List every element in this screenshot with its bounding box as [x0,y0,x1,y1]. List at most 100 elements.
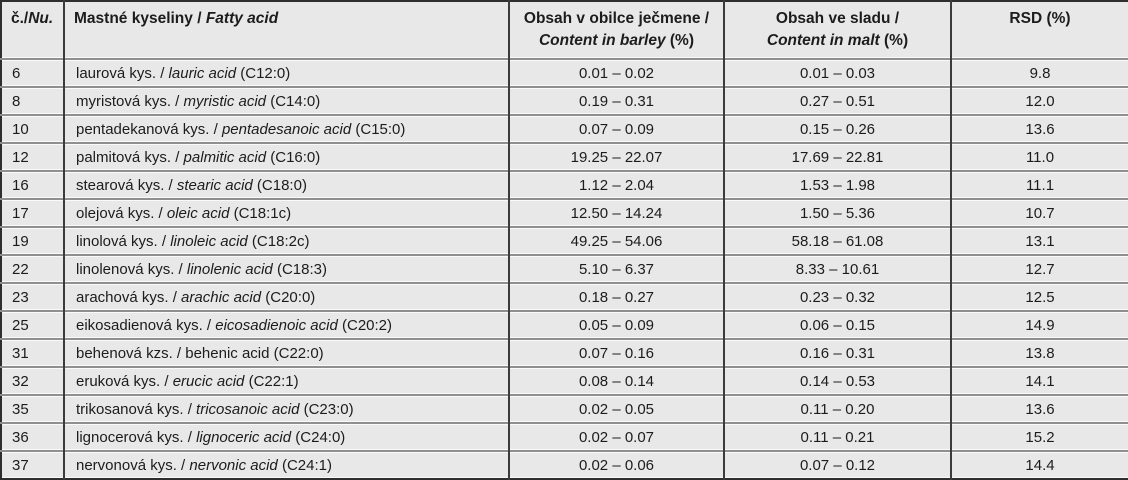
rsd-value: 12.5 [950,282,1128,311]
table-row: 25 eikosadienová kys. / eicosadienoic ac… [1,310,1128,339]
name-czech: stearová kys. / [76,176,177,194]
rsd-value: 11.0 [950,142,1128,171]
rsd-value: 15.2 [950,422,1128,451]
table-row: 23 arachová kys. / arachic acid (C20:0) … [1,282,1128,311]
name-english: tricosanoic acid [196,400,300,418]
table-row: 36 lignocerová kys. / lignoceric acid (C… [1,422,1128,451]
name-czech: lignocerová kys. / [76,428,197,446]
header-number-column: č./Nu. [1,1,64,59]
name-formula: (C24:0) [291,428,346,446]
barley-content-range: 0.07 – 0.09 [508,114,724,143]
name-english: myristic acid [183,92,267,110]
name-english: eicosadienoic acid [215,316,338,334]
name-formula: (C20:0) [261,288,316,306]
name-czech: laurová kys. / [76,64,169,82]
table-row: 22 linolenová kys. / linolenic acid (C18… [1,254,1128,283]
malt-content-range: 17.69 – 22.81 [723,142,951,171]
rsd-value: 13.1 [950,226,1128,255]
name-formula: (C20:2) [337,316,393,334]
header-rsd-column: RSD (%) [950,1,1128,59]
name-formula: (C22:0) [269,344,324,362]
header-malt-english: Content in malt (%) [766,32,909,49]
fatty-acid-name: eruková kys. / erucic acid (C22:1) [63,366,509,395]
barley-content-range: 0.01 – 0.02 [508,58,724,87]
name-formula: (C12:0) [236,64,291,82]
fatty-acid-name: myristová kys. / myristic acid (C14:0) [63,86,509,115]
header-barley-czech: Obsah v obilce ječmene / [523,10,710,27]
table-body: 6 laurová kys. / lauric acid (C12:0) 0.0… [1,58,1128,479]
table-row: 10 pentadekanová kys. / pentadesanoic ac… [1,114,1128,143]
fatty-acid-name: arachová kys. / arachic acid (C20:0) [63,282,509,311]
row-number: 10 [1,114,64,143]
fatty-acid-name: eikosadienová kys. / eicosadienoic acid … [63,310,509,339]
fatty-acid-name: pentadekanová kys. / pentadesanoic acid … [63,114,509,143]
name-formula: (C18:1c) [229,204,292,222]
malt-content-range: 8.33 – 10.61 [723,254,951,283]
malt-content-range: 0.15 – 0.26 [723,114,951,143]
row-number: 31 [1,338,64,367]
rsd-value: 14.9 [950,310,1128,339]
name-czech: linolenová kys. / [76,260,187,278]
malt-content-range: 58.18 – 61.08 [723,226,951,255]
name-czech: myristová kys. / [76,92,184,110]
name-formula: (C18:0) [252,176,307,194]
name-czech: eikosadienová kys. / [76,316,216,334]
name-english: erucic acid [172,372,245,390]
name-english: lignoceric acid [196,428,292,446]
table-row: 35 trikosanová kys. / tricosanoic acid (… [1,394,1128,423]
table-row: 32 eruková kys. / erucic acid (C22:1) 0.… [1,366,1128,395]
malt-content-range: 0.14 – 0.53 [723,366,951,395]
name-english: lauric acid [168,64,237,82]
fatty-acid-name: linolová kys. / linoleic acid (C18:2c) [63,226,509,255]
rsd-value: 12.7 [950,254,1128,283]
barley-content-range: 1.12 – 2.04 [508,170,724,199]
row-number: 37 [1,450,64,479]
table-row: 31 behenová kzs. / behenic acid (C22:0) … [1,338,1128,367]
name-english: linoleic acid [170,232,248,250]
malt-content-range: 0.11 – 0.21 [723,422,951,451]
barley-content-range: 0.05 – 0.09 [508,310,724,339]
header-malt-column: Obsah ve sladu / Content in malt (%) [723,1,951,59]
header-number-english: Nu. [28,10,54,27]
table-row: 12 palmitová kys. / palmitic acid (C16:0… [1,142,1128,171]
header-fatty-acid-column: Mastné kyseliny / Fatty acid [63,1,509,59]
name-czech: arachová kys. / [76,288,182,306]
name-formula: (C23:0) [299,400,354,418]
barley-content-range: 0.02 – 0.05 [508,394,724,423]
name-english: pentadesanoic acid [221,120,352,138]
header-barley-english: Content in barley (%) [538,32,695,49]
name-czech: palmitová kys. / [76,148,184,166]
name-formula: (C18:3) [272,260,327,278]
name-english: palmitic acid [183,148,267,166]
table-row: 8 myristová kys. / myristic acid (C14:0)… [1,86,1128,115]
name-formula: (C15:0) [351,120,406,138]
table-row: 19 linolová kys. / linoleic acid (C18:2c… [1,226,1128,255]
fatty-acid-name: behenová kzs. / behenic acid (C22:0) [63,338,509,367]
rsd-value: 11.1 [950,170,1128,199]
malt-content-range: 0.01 – 0.03 [723,58,951,87]
malt-content-range: 0.11 – 0.20 [723,394,951,423]
malt-content-range: 0.16 – 0.31 [723,338,951,367]
name-czech: linolová kys. / [76,232,171,250]
name-english: stearic acid [176,176,253,194]
rsd-value: 12.0 [950,86,1128,115]
table-row: 17 olejová kys. / oleic acid (C18:1c) 12… [1,198,1128,227]
rsd-value: 13.6 [950,394,1128,423]
table-row: 6 laurová kys. / lauric acid (C12:0) 0.0… [1,58,1128,87]
header-barley-column: Obsah v obilce ječmene / Content in barl… [508,1,724,59]
row-number: 23 [1,282,64,311]
row-number: 32 [1,366,64,395]
barley-content-range: 49.25 – 54.06 [508,226,724,255]
header-number-czech: č./ [11,10,29,27]
fatty-acid-name: olejová kys. / oleic acid (C18:1c) [63,198,509,227]
barley-content-range: 0.02 – 0.07 [508,422,724,451]
malt-content-range: 0.06 – 0.15 [723,310,951,339]
name-formula: (C16:0) [266,148,321,166]
fatty-acid-name: palmitová kys. / palmitic acid (C16:0) [63,142,509,171]
row-number: 17 [1,198,64,227]
malt-content-range: 0.07 – 0.12 [723,450,951,479]
rsd-value: 9.8 [950,58,1128,87]
barley-content-range: 0.02 – 0.06 [508,450,724,479]
name-czech: behenová kzs. / [76,344,186,362]
